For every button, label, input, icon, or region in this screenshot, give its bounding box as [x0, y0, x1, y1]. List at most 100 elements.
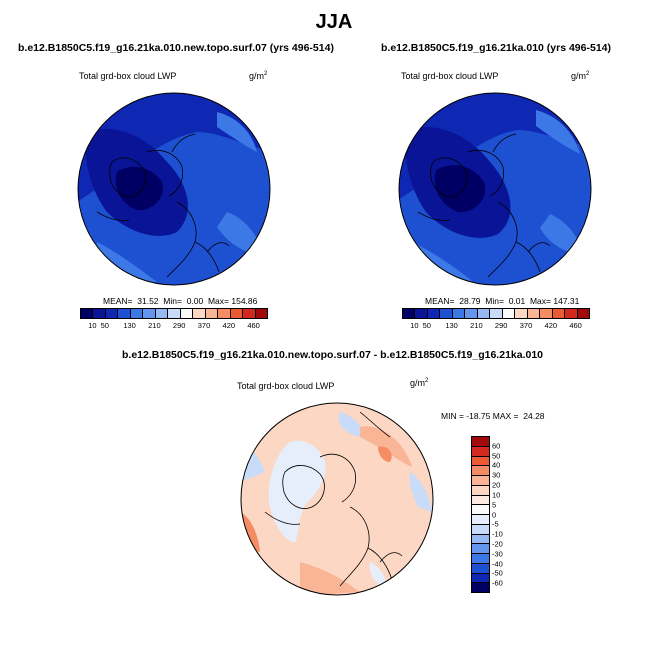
panel-1-field-local-max-2 [217, 212, 262, 253]
panel-2-mean-label: MEAN= [425, 296, 455, 306]
panel-2-title: b.e12.B1850C5.f19_g16.21ka.010 (yrs 496-… [381, 42, 611, 54]
panel-3-colorbar-box-9 [472, 524, 489, 535]
panel-2-colorbar-box-14 [577, 309, 590, 318]
panel-1-colorbar-box-2 [105, 309, 119, 318]
panel-1-mean-value: 31.52 [137, 296, 159, 306]
panel-2-colorbar-tick-label: 460 [569, 321, 582, 330]
panel-2-units: g/m2 [571, 71, 590, 81]
panel-1-colorbar-box-0 [81, 309, 94, 318]
panel-1-min-label: Min= [163, 296, 182, 306]
panel-3-coastlines [264, 411, 403, 587]
panel-3-colorbar-tick-label: -40 [492, 559, 503, 569]
panel-1-coastlines [96, 133, 230, 278]
panel-3-map-boundary [240, 402, 434, 596]
panel-3-colorbar-box-8 [472, 515, 489, 525]
panel-1-colorbar-tick-label: 370 [197, 321, 211, 330]
panel-2-colorbar-box-12 [552, 309, 566, 318]
panel-1-colorbar-tick-label: 50 [100, 321, 109, 330]
panel-2-min-label: Min= [485, 296, 504, 306]
panel-2-colorbar-box-5 [465, 309, 478, 318]
panel-2-field-local-max [536, 110, 580, 154]
panel-3-colorbar-box-3 [472, 466, 489, 476]
panel-1-units: g/m2 [249, 71, 268, 81]
panel-3-max-value: 24.28 [523, 411, 545, 421]
panel-1-colorbar [80, 308, 268, 319]
panel-3-colorbar-box-13 [472, 563, 489, 574]
panel-2-colorbar-box-7 [490, 309, 503, 318]
panel-2-colorbar-box-2 [427, 309, 441, 318]
panel-1-colorbar-tick-label: 130 [123, 321, 136, 330]
panel-3-colorbar-tick-label: -20 [492, 539, 503, 549]
panel-3-colorbar-tick-label: 40 [492, 460, 501, 470]
panel-2-colorbar-box-9 [515, 309, 528, 318]
panel-2-colorbar-ticks: 10 50 130 210 290 370 420 460 [402, 319, 588, 331]
panel-3-colorbar-box-11 [472, 544, 489, 554]
panel-1-max-value: 154.86 [231, 296, 258, 306]
panel-1-colorbar-box-14 [255, 309, 268, 318]
panel-2-colorbar-box-3 [440, 309, 453, 318]
panel-2-polar-map [398, 92, 592, 286]
panel-3-stats: MIN = -18.75 MAX = 24.28 [441, 411, 545, 421]
panel-1-field-minimum [115, 166, 163, 211]
panel-1-polar-map [77, 92, 271, 286]
panel-1-stats: MEAN= 31.52 Min= 0.00 Max= 154.86 [103, 296, 257, 306]
panel-1-colorbar-box-4 [130, 309, 144, 318]
panel-1-colorbar-tick-label: 10 [88, 321, 97, 330]
panel-1-colorbar-box-10 [205, 309, 219, 318]
panel-2-colorbar-tick-label: 420 [544, 321, 558, 330]
panel-2-mean-value: 28.79 [459, 296, 481, 306]
panel-3-colorbar-box-0 [472, 437, 489, 447]
panel-2-map-boundary [398, 92, 592, 286]
panel-1-colorbar-box-11 [218, 309, 231, 318]
panel-1-colorbar-box-8 [180, 309, 194, 318]
season-title: JJA [315, 11, 353, 33]
panel-3-units: g/m2 [410, 378, 429, 388]
panel-3-max-label: MAX = [492, 411, 519, 421]
panel-3-min-label: MIN = [441, 411, 464, 421]
panel-1-colorbar-box-12 [230, 309, 244, 318]
panel-1-colorbar-tick-label: 460 [247, 321, 260, 330]
panel-2-colorbar [402, 308, 590, 319]
panel-3-colorbar-box-7 [472, 505, 489, 515]
panel-3-colorbar-box-14 [472, 573, 489, 584]
panel-3-colorbar-box-1 [472, 446, 489, 457]
panel-1-title: b.e12.B1850C5.f19_g16.21ka.010.new.topo.… [18, 42, 334, 54]
panel-3-colorbar-tick-label: -10 [492, 529, 503, 539]
panel-3-colorbar-box-2 [472, 456, 489, 467]
panel-3-colorbar-box-4 [472, 476, 489, 486]
panel-1-colorbar-box-13 [243, 309, 256, 318]
panel-3-colorbar-box-15 [472, 583, 489, 592]
panel-3-colorbar-box-5 [472, 485, 489, 496]
panel-3-colorbar-box-6 [472, 495, 489, 506]
panel-2-colorbar-box-11 [540, 309, 553, 318]
panel-3-colorbar-tick-label: -50 [492, 568, 503, 578]
panel-3-colorbar-tick-label: -60 [492, 578, 503, 588]
panel-1-colorbar-box-1 [93, 309, 106, 318]
panel-3-colorbar-tick-label: 60 [492, 441, 501, 451]
panel-1-colorbar-box-3 [118, 309, 131, 318]
panel-2-colorbar-box-10 [527, 309, 541, 318]
panel-1-mean-label: MEAN= [103, 296, 133, 306]
panel-3-colorbar-tick-label: 5 [492, 500, 497, 510]
panel-3-field-positive-south [300, 562, 360, 595]
panel-1-map-boundary [77, 92, 271, 286]
panel-3-title: b.e12.B1850C5.f19_g16.21ka.010.new.topo.… [122, 349, 544, 361]
panel-3-colorbar-tick-label: 20 [492, 480, 501, 490]
panel-3-min-value: -18.75 [466, 411, 491, 421]
panel-1-colorbar-box-7 [168, 309, 181, 318]
panel-3-colorbar-tick-label: 30 [492, 470, 501, 480]
panel-3-polar-map [240, 402, 434, 596]
panel-2-field-minimum [434, 165, 486, 213]
panel-3-field-negative-south [369, 562, 386, 587]
panel-3-field-positive-west [241, 512, 260, 552]
panel-3-field-negative-east [409, 472, 432, 512]
panel-2-variable-label: Total grd-box cloud LWP [401, 71, 499, 81]
panel-1-colorbar-box-9 [193, 309, 206, 318]
panel-1-colorbar-ticks: 10 50 130 210 290 370 420 460 [80, 319, 266, 331]
panel-2-colorbar-tick-label: 50 [422, 321, 431, 330]
panel-2-colorbar-tick-label: 290 [494, 321, 508, 330]
panel-2-min-value: 0.01 [508, 296, 526, 306]
panel-3-field-negative-north [338, 412, 362, 437]
panel-3-colorbar [471, 436, 490, 593]
panel-1-colorbar-tick-label: 210 [148, 321, 161, 330]
